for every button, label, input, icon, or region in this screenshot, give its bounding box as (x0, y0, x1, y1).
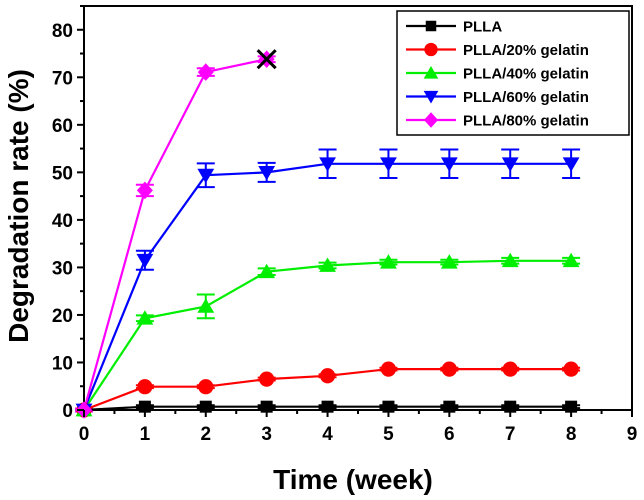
data-point (380, 361, 397, 377)
cross-marker-stroke (256, 49, 277, 70)
data-point (136, 310, 154, 325)
y-tick-label: 60 (52, 116, 73, 137)
data-point (562, 157, 580, 172)
data-point (197, 168, 215, 184)
legend: PLLA PLLA/20% gelatin PLLA/40% gelatin PLLA… (396, 10, 630, 136)
y-tick-label: 30 (52, 258, 73, 279)
legend-marker (425, 20, 437, 32)
x-tick-label: 6 (444, 424, 455, 445)
x-tick-label: 5 (383, 424, 394, 445)
data-point (259, 371, 275, 387)
data-point (321, 400, 334, 413)
x-axis-ticks: 0 1 2 3 4 5 6 7 8 9 (79, 410, 638, 445)
data-point (138, 400, 151, 413)
data-point (137, 379, 153, 395)
data-point (136, 181, 153, 200)
x-tick-label: 3 (261, 424, 272, 445)
data-point (502, 361, 518, 377)
data-point (380, 157, 397, 172)
data-point (443, 400, 456, 413)
legend-label: PLLA/20% gelatin (463, 42, 589, 59)
legend-marker (423, 66, 439, 79)
markers (75, 50, 580, 419)
data-point (136, 253, 154, 269)
data-point (440, 157, 458, 172)
legend-label: PLLA/80% gelatin (463, 113, 589, 130)
data-point (260, 400, 273, 413)
legend-marker (423, 90, 439, 104)
data-point (382, 400, 395, 413)
x-tick-label: 7 (505, 424, 516, 445)
data-point (258, 165, 276, 181)
y-tick-label: 70 (52, 68, 73, 89)
y-tick-label: 20 (52, 306, 73, 327)
x-tick-label: 0 (79, 424, 90, 445)
y-axis-ticks: 0 10 20 30 40 50 60 70 80 (52, 5, 84, 422)
x-tick-label: 4 (322, 424, 333, 445)
x-axis-title: Time (week) (273, 464, 433, 495)
data-point (199, 400, 212, 413)
data-point (501, 252, 519, 268)
data-point (319, 257, 336, 272)
data-point (563, 361, 579, 377)
data-point (319, 157, 336, 172)
legend-label: PLLA/60% gelatin (463, 89, 589, 106)
data-point (504, 400, 517, 413)
y-tick-label: 0 (62, 401, 73, 422)
data-point (501, 157, 519, 172)
x-tick-label: 1 (140, 424, 151, 445)
data-point (197, 63, 214, 81)
data-point (380, 254, 397, 269)
y-tick-label: 50 (52, 163, 73, 184)
x-tick-label: 2 (200, 424, 211, 445)
data-point (565, 400, 578, 413)
data-point (440, 254, 458, 269)
y-axis-title: Degradation rate (%) (3, 69, 34, 343)
data-point (198, 379, 214, 395)
data-point (197, 298, 215, 313)
y-tick-label: 10 (52, 353, 73, 374)
legend-label: PLLA (463, 19, 502, 36)
annotations (256, 49, 277, 70)
legend-label: PLLA/40% gelatin (463, 66, 589, 83)
x-tick-label: 8 (566, 424, 577, 445)
legend-marker (424, 112, 438, 128)
legend-marker (424, 42, 438, 57)
data-point (441, 361, 457, 377)
data-point (258, 263, 276, 279)
x-tick-label: 9 (627, 424, 638, 445)
series-line-4 (82, 58, 267, 411)
data-point (319, 368, 336, 384)
y-tick-label: 80 (52, 21, 73, 42)
data-point (562, 252, 580, 268)
y-tick-label: 40 (52, 211, 73, 232)
